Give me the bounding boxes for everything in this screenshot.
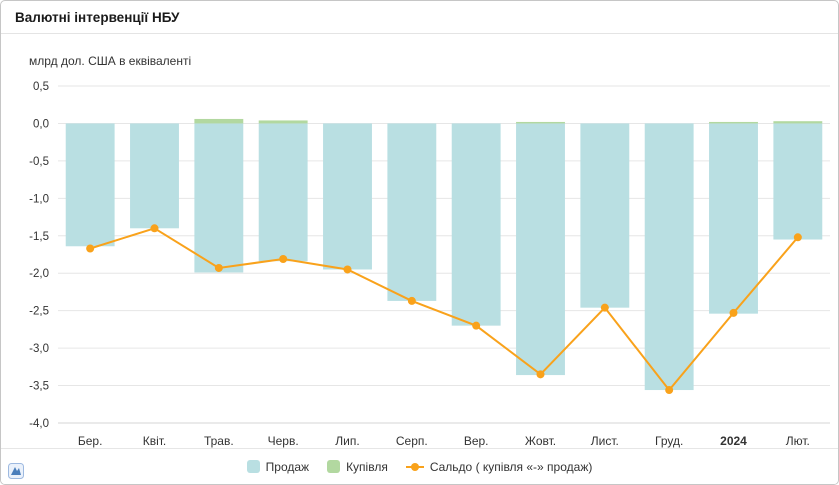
saldo-line-marker-icon [405, 462, 424, 471]
bar-kupivlia[interactable] [516, 121, 565, 124]
y-axis-label: -3,5 [29, 381, 49, 393]
bar-prodazh[interactable] [580, 123, 630, 308]
x-axis-label: Лип. [335, 434, 359, 448]
legend-item-saldo[interactable]: Сальдо ( купівля «-» продаж) [405, 459, 593, 474]
y-axis-label: -2,0 [29, 268, 49, 280]
saldo-dot-icon [410, 462, 419, 471]
kupivlia-swatch-icon [327, 460, 341, 473]
x-axis-label: Груд. [655, 434, 683, 448]
bar-prodazh[interactable] [516, 123, 565, 376]
x-axis-label: 2024 [720, 434, 747, 448]
y-axis-label: -4,0 [29, 418, 49, 430]
saldo-point[interactable] [472, 321, 481, 330]
x-axis-label: Вер. [464, 434, 489, 448]
y-axis-label: -1,5 [29, 231, 49, 243]
x-axis-label: Лют. [786, 434, 810, 448]
y-axis-label: -0,5 [29, 156, 49, 168]
bar-kupivlia[interactable] [773, 121, 823, 124]
x-axis-label: Лист. [591, 434, 619, 448]
y-axis-label: -3,0 [29, 343, 49, 355]
saldo-point[interactable] [665, 386, 674, 395]
bar-prodazh[interactable] [451, 123, 501, 326]
saldo-point[interactable] [793, 233, 802, 242]
bar-prodazh[interactable] [130, 123, 179, 229]
bar-prodazh[interactable] [644, 123, 694, 391]
saldo-point[interactable] [150, 224, 159, 233]
bar-prodazh[interactable] [709, 123, 758, 314]
chart-vendor-logo-icon[interactable] [8, 463, 24, 479]
bar-kupivlia[interactable] [194, 118, 244, 124]
legend-item-prodazh[interactable]: Продаж [246, 459, 310, 474]
legend-label-saldo: Сальдо ( купівля «-» продаж) [429, 459, 593, 474]
bar-prodazh[interactable] [323, 123, 372, 270]
y-axis-label: 0,5 [33, 81, 49, 93]
bar-prodazh[interactable] [773, 123, 823, 240]
chart-header: Валютні інтервенції НБУ [1, 1, 838, 34]
y-axis-label: -2,5 [29, 306, 49, 318]
x-axis-label: Трав. [204, 434, 234, 448]
bar-kupivlia[interactable] [709, 121, 758, 124]
saldo-point[interactable] [600, 303, 609, 312]
y-axis-unit-label: млрд дол. США в еквіваленті [29, 54, 192, 68]
legend-label-kupivlia: Купівля [346, 459, 388, 474]
x-axis-label: Серп. [396, 434, 428, 448]
saldo-line [89, 227, 799, 392]
x-axis-label: Жовт. [525, 434, 556, 448]
x-axis-label: Квіт. [143, 434, 167, 448]
bar-prodazh[interactable] [258, 123, 308, 262]
bar-prodazh[interactable] [387, 123, 437, 301]
bar-prodazh[interactable] [194, 123, 244, 273]
x-axis-label: Бер. [78, 434, 103, 448]
chart-svg[interactable]: 0,5 0,0 -0,5 -1,0 -1,5 -2,0 -2,5 -3,0 -3,5 -4,0 Бе… [1, 71, 839, 449]
prodazh-swatch-icon [246, 460, 260, 473]
legend-item-kupivlia[interactable]: Купівля [327, 460, 388, 474]
saldo-point[interactable] [729, 308, 738, 317]
saldo-point[interactable] [214, 263, 223, 272]
saldo-point[interactable] [536, 370, 545, 379]
saldo-point[interactable] [86, 244, 95, 253]
chart-legend: Продаж Купівля Сальдо ( купівля «-» прод… [1, 448, 838, 484]
page-title: Валютні інтервенції НБУ [15, 10, 180, 25]
saldo-point[interactable] [407, 296, 416, 305]
legend-label-prodazh: Продаж [265, 459, 310, 474]
y-axis-label: 0,0 [33, 118, 49, 130]
bar-kupivlia[interactable] [258, 120, 308, 124]
saldo-point[interactable] [279, 254, 288, 263]
bar-prodazh[interactable] [65, 123, 115, 247]
x-axis-label: Черв. [268, 434, 299, 448]
y-axis-label: -1,0 [29, 193, 49, 205]
saldo-point[interactable] [343, 265, 352, 274]
